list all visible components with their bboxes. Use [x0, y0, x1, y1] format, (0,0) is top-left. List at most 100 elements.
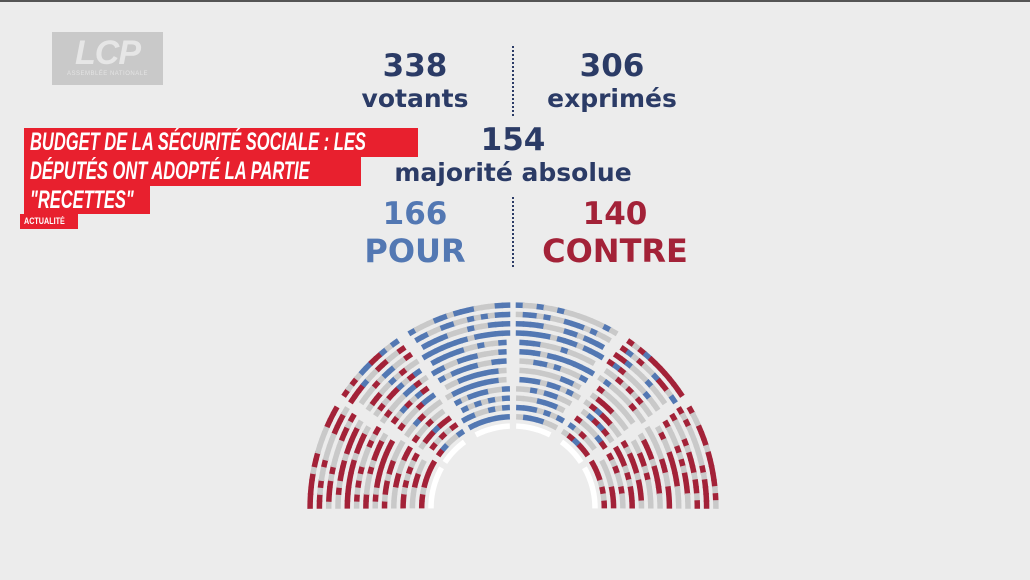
seat [587, 441, 597, 451]
seat [391, 493, 398, 502]
seat [600, 493, 607, 502]
seat [419, 385, 430, 395]
seat [626, 452, 636, 462]
seat [449, 422, 459, 432]
seat [515, 395, 525, 402]
seat [425, 465, 434, 476]
seat [560, 428, 571, 438]
seat [522, 386, 532, 393]
seat [529, 406, 539, 414]
seat [589, 392, 600, 402]
seat [371, 451, 380, 462]
seat [612, 428, 622, 438]
seat [584, 424, 595, 434]
majorite-label: majorité absolue [394, 158, 632, 187]
headline-line-3: "RECETTES" [24, 186, 150, 214]
seat [649, 458, 657, 468]
seat [494, 395, 504, 403]
seat [396, 439, 406, 450]
seat [516, 414, 525, 421]
seat [408, 422, 418, 433]
seat [549, 392, 560, 401]
seat [636, 452, 645, 462]
seat [429, 486, 437, 495]
seat [455, 428, 466, 438]
seat [585, 357, 596, 367]
seat [480, 417, 490, 425]
seat [637, 486, 644, 495]
seat [536, 417, 546, 425]
seat [340, 406, 350, 417]
seat [588, 403, 599, 413]
seat [421, 479, 429, 489]
seat [626, 414, 636, 425]
seat [637, 432, 647, 443]
seat [542, 419, 552, 428]
seat [484, 359, 494, 367]
seat [463, 364, 473, 372]
seat [388, 458, 397, 469]
seat [619, 493, 626, 502]
seat [384, 472, 392, 482]
seat [621, 409, 632, 420]
seat [605, 433, 615, 444]
seat [606, 479, 615, 489]
seat [494, 414, 504, 422]
headline-text: BUDGET DE LA SÉCURITÉ SOCIALE : LES [30, 128, 366, 156]
seat [616, 478, 624, 488]
seat [565, 388, 575, 398]
seat [630, 439, 640, 450]
seat [498, 339, 507, 346]
pour-label: POUR [364, 232, 466, 270]
seat [565, 378, 576, 387]
seat [375, 472, 383, 482]
seat [433, 435, 443, 446]
seat [613, 445, 622, 456]
seat [393, 446, 403, 456]
seat [571, 391, 582, 401]
seat [555, 414, 566, 424]
seat [641, 465, 650, 475]
seat [438, 430, 448, 441]
seat [487, 387, 497, 395]
seat [529, 425, 539, 433]
seat [409, 358, 420, 368]
seat [466, 402, 477, 411]
seat [473, 409, 484, 418]
seat [397, 421, 407, 432]
contre-value: 140 [582, 196, 648, 232]
headline-line-1: BUDGET DE LA SÉCURITÉ SOCIALE : LES [24, 128, 418, 157]
seat [428, 459, 438, 470]
seat [526, 368, 535, 375]
seat [487, 425, 497, 433]
seat [396, 465, 405, 475]
seat [643, 472, 651, 482]
seat [526, 377, 535, 384]
seat [433, 399, 443, 409]
seat [410, 486, 418, 495]
seat [636, 413, 647, 424]
seat [644, 445, 653, 455]
seat [440, 442, 450, 452]
seat [484, 368, 494, 376]
seat [553, 364, 563, 372]
seat [457, 385, 467, 395]
seat [401, 486, 408, 495]
seat [381, 493, 389, 502]
seat [594, 407, 604, 418]
seat [552, 383, 563, 392]
seat [451, 444, 461, 454]
seat [457, 376, 467, 385]
seat [432, 472, 441, 482]
seat [491, 358, 500, 366]
seat [436, 419, 447, 429]
seat [643, 407, 653, 418]
seat [443, 426, 454, 436]
seat [606, 452, 615, 462]
seat [470, 371, 480, 380]
seat [656, 493, 663, 502]
seat [367, 465, 375, 475]
seat [409, 394, 419, 404]
seat [599, 486, 607, 495]
seat [572, 426, 583, 436]
